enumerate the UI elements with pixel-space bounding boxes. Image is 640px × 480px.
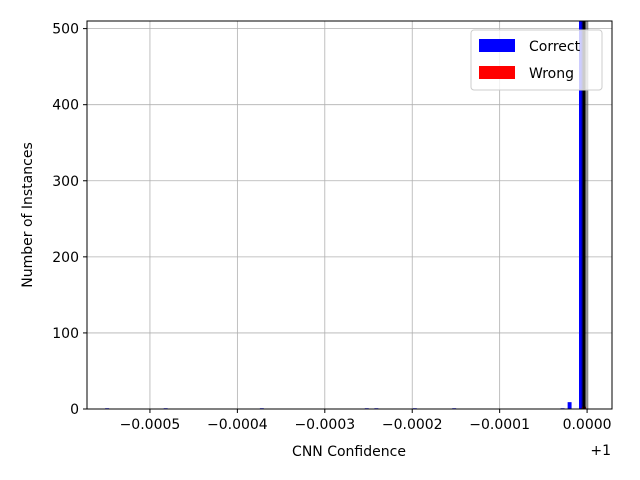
x-axis-label: CNN Confidence — [292, 444, 406, 460]
x-tick-label-5: 0.0000 — [563, 417, 612, 433]
legend-label-correct: Correct — [529, 39, 581, 55]
y-axis-ticks: 0 100 200 300 400 500 — [52, 22, 87, 418]
x-tick-label-4: −0.0001 — [469, 417, 530, 433]
x-tick-label-3: −0.0002 — [382, 417, 443, 433]
legend-swatch-wrong — [479, 66, 515, 79]
x-tick-label-2: −0.0003 — [294, 417, 355, 433]
x-tick-label-0: −0.0005 — [120, 417, 181, 433]
x-axis-offset-label: +1 — [590, 443, 611, 459]
y-tick-label-1: 100 — [52, 326, 79, 342]
y-tick-label-2: 200 — [52, 250, 79, 266]
legend-swatch-correct — [479, 39, 515, 52]
x-tick-label-1: −0.0004 — [207, 417, 268, 433]
y-tick-label-0: 0 — [70, 402, 79, 418]
y-tick-label-3: 300 — [52, 174, 79, 190]
y-axis-label: Number of Instances — [20, 142, 36, 287]
y-tick-label-5: 500 — [52, 22, 79, 38]
y-tick-label-4: 400 — [52, 98, 79, 114]
bar-correct-9 — [578, 21, 583, 409]
plot-frame — [86, 20, 613, 410]
x-axis-ticks: −0.0005 −0.0004 −0.0003 −0.0002 −0.0001 0.000… — [120, 409, 612, 433]
legend: Correct Wrong — [470, 29, 603, 91]
legend-label-wrong: Wrong — [529, 66, 574, 82]
bar-correct-8 — [567, 402, 572, 409]
